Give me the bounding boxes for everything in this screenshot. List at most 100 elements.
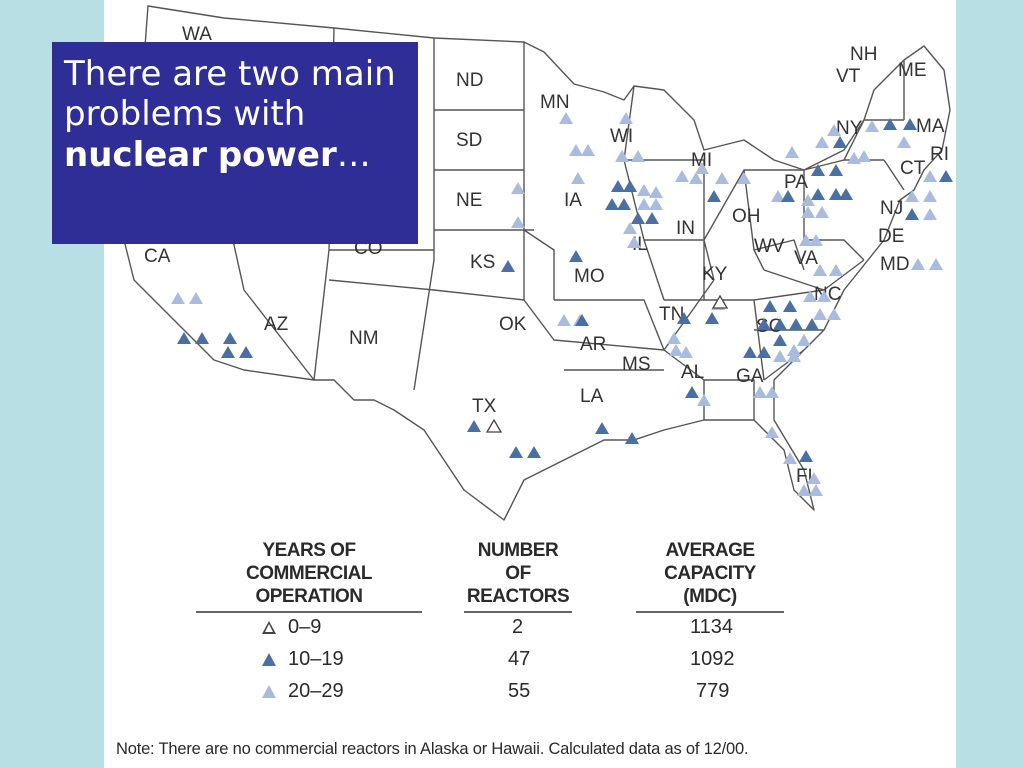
- state-label-mn: MN: [540, 92, 570, 113]
- reactor-marker-20-29: [785, 146, 799, 158]
- reactor-marker-10-19: [829, 164, 843, 176]
- reactor-marker-20-29: [679, 346, 693, 358]
- state-label-ca: CA: [144, 246, 171, 267]
- reactor-marker-20-29: [615, 150, 629, 162]
- open-triangle-icon: [262, 621, 276, 635]
- reactor-marker-20-29: [807, 472, 821, 484]
- reactor-marker-20-29: [817, 290, 831, 302]
- reactor-marker-10-19: [763, 300, 777, 312]
- reactor-marker-10-19: [623, 180, 637, 192]
- reactor-marker-20-29: [827, 124, 841, 136]
- reactor-marker-20-29: [581, 144, 595, 156]
- legend-header-reactors: NUMBER OF REACTORS: [464, 540, 572, 614]
- state-label-wv: WV: [754, 236, 785, 257]
- state-label-nm: NM: [349, 328, 379, 349]
- legend-row-years: 0–9: [262, 616, 321, 639]
- reactor-marker-10-19: [757, 318, 771, 330]
- reactor-marker-10-19: [595, 422, 609, 434]
- state-label-va: VA: [794, 248, 818, 269]
- state-label-oh: OH: [732, 206, 761, 227]
- reactor-marker-10-19: [509, 446, 523, 458]
- reactor-marker-10-19: [239, 346, 253, 358]
- reactor-marker-20-29: [923, 170, 937, 182]
- slide-title: There are two main problems with nuclear…: [52, 42, 418, 244]
- reactor-marker-10-19: [905, 208, 919, 220]
- reactor-marker-20-29: [905, 190, 919, 202]
- reactor-marker-10-19: [773, 334, 787, 346]
- reactor-marker-20-29: [799, 234, 813, 246]
- reactor-marker-20-29: [637, 198, 651, 210]
- reactor-marker-10-19: [805, 318, 819, 330]
- reactor-marker-10-19: [939, 170, 953, 182]
- reactor-marker-0-9: [711, 294, 729, 309]
- reactor-marker-20-29: [773, 350, 787, 362]
- state-label-ma: MA: [916, 116, 945, 137]
- state-label-ny: NY: [836, 118, 863, 139]
- reactor-marker-10-19: [839, 188, 853, 200]
- reactor-marker-20-29: [857, 150, 871, 162]
- reactor-marker-20-29: [813, 308, 827, 320]
- reactor-marker-20-29: [623, 222, 637, 234]
- reactor-marker-20-29: [783, 452, 797, 464]
- reactor-marker-20-29: [753, 386, 767, 398]
- state-label-mo: MO: [574, 266, 605, 287]
- reactor-marker-20-29: [627, 236, 641, 248]
- reactor-markers: [171, 112, 953, 496]
- reactor-marker-20-29: [557, 314, 571, 326]
- reactor-marker-10-19: [811, 188, 825, 200]
- state-label-md: MD: [880, 254, 910, 275]
- reactor-marker-20-29: [809, 484, 823, 496]
- reactor-marker-10-19: [883, 118, 897, 130]
- reactor-marker-20-29: [571, 172, 585, 184]
- reactor-marker-20-29: [923, 190, 937, 202]
- state-label-nd: ND: [456, 70, 483, 91]
- reactor-marker-10-19: [223, 332, 237, 344]
- state-label-de: DE: [878, 226, 904, 247]
- reactor-marker-10-19: [799, 450, 813, 462]
- reactor-marker-20-29: [669, 344, 683, 356]
- reactor-marker-10-19: [569, 250, 583, 262]
- state-label-az: AZ: [264, 314, 289, 335]
- reactor-marker-20-29: [649, 186, 663, 198]
- state-label-nh: NH: [850, 44, 877, 65]
- reactor-marker-20-29: [715, 172, 729, 184]
- state-label-ms: MS: [622, 354, 651, 375]
- state-label-ks: KS: [470, 252, 495, 273]
- state-label-la: LA: [580, 386, 604, 407]
- reactor-marker-10-19: [221, 346, 235, 358]
- state-label-in: IN: [676, 218, 695, 239]
- state-label-ar: AR: [580, 334, 606, 355]
- state-label-ga: GA: [736, 366, 764, 387]
- reactor-marker-10-19: [631, 212, 645, 224]
- reactor-marker-20-29: [619, 112, 633, 124]
- legend-row-years: 20–29: [262, 680, 344, 703]
- reactor-marker-10-19: [773, 318, 787, 330]
- title-text: There are two main problems with: [64, 54, 396, 135]
- reactor-marker-10-19: [789, 318, 803, 330]
- reactor-marker-20-29: [801, 206, 815, 218]
- state-label-mi: MI: [691, 150, 712, 171]
- legend-row-capacity: 1134: [690, 616, 734, 638]
- reactor-marker-10-19: [645, 212, 659, 224]
- state-label-ky: KY: [702, 264, 728, 285]
- reactor-marker-10-19: [743, 346, 757, 358]
- reactor-marker-10-19: [903, 118, 917, 130]
- reactor-marker-20-29: [815, 136, 829, 148]
- reactor-marker-20-29: [897, 136, 911, 148]
- legend-row-years: 10–19: [262, 648, 344, 671]
- legend-row-reactors: 47: [508, 648, 531, 670]
- state-label-ri: RI: [930, 144, 949, 165]
- reactor-marker-10-19: [811, 164, 825, 176]
- reactor-marker-20-29: [667, 332, 681, 344]
- legend-row-reactors: 55: [508, 680, 531, 702]
- reactor-marker-20-29: [689, 172, 703, 184]
- reactor-marker-10-19: [707, 190, 721, 202]
- reactor-marker-10-19: [501, 260, 515, 272]
- reactor-marker-20-29: [737, 172, 751, 184]
- reactor-marker-10-19: [605, 198, 619, 210]
- reactor-marker-20-29: [803, 290, 817, 302]
- reactor-marker-20-29: [797, 334, 811, 346]
- footnote: Note: There are no commercial reactors i…: [116, 740, 749, 758]
- reactor-marker-0-9: [485, 418, 503, 433]
